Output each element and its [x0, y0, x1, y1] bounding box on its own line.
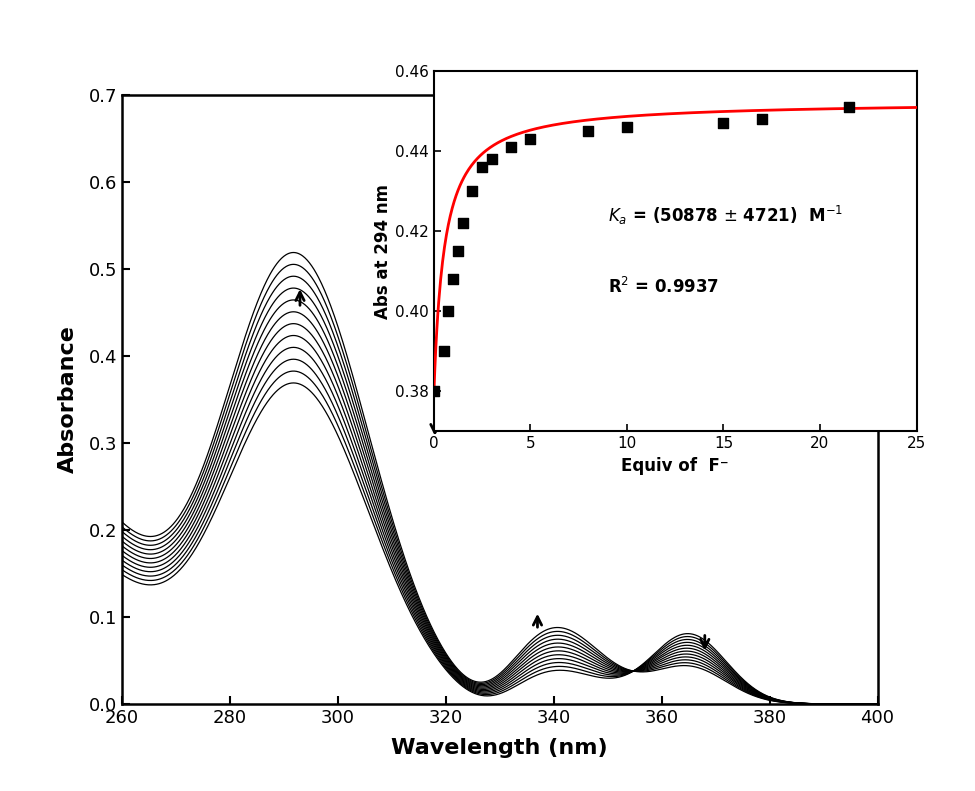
Point [841, 100, 857, 113]
Point [619, 121, 635, 134]
Point [580, 125, 596, 138]
Point [465, 185, 481, 198]
Text: R$^2$ = 0.9937: R$^2$ = 0.9937 [607, 277, 719, 297]
X-axis label: Equiv of  F⁻: Equiv of F⁻ [621, 456, 729, 475]
Point [484, 153, 499, 165]
Y-axis label: Abs at 294 nm: Abs at 294 nm [374, 184, 392, 319]
Text: $\it{K}_\mathrm{\it{a}}$ = (50878 $\pm$ 4721)  M$^{-1}$: $\it{K}_\mathrm{\it{a}}$ = (50878 $\pm$ … [607, 203, 843, 227]
Point [446, 273, 461, 286]
Point [755, 113, 770, 126]
Y-axis label: Absorbance: Absorbance [58, 326, 77, 473]
Point [503, 141, 519, 153]
Point [523, 133, 538, 146]
X-axis label: Wavelength (nm): Wavelength (nm) [391, 738, 608, 758]
Point [455, 217, 471, 229]
Point [716, 117, 731, 130]
Point [474, 161, 489, 173]
Point [436, 345, 451, 358]
Point [426, 384, 442, 397]
Point [441, 305, 456, 317]
Point [450, 244, 466, 257]
